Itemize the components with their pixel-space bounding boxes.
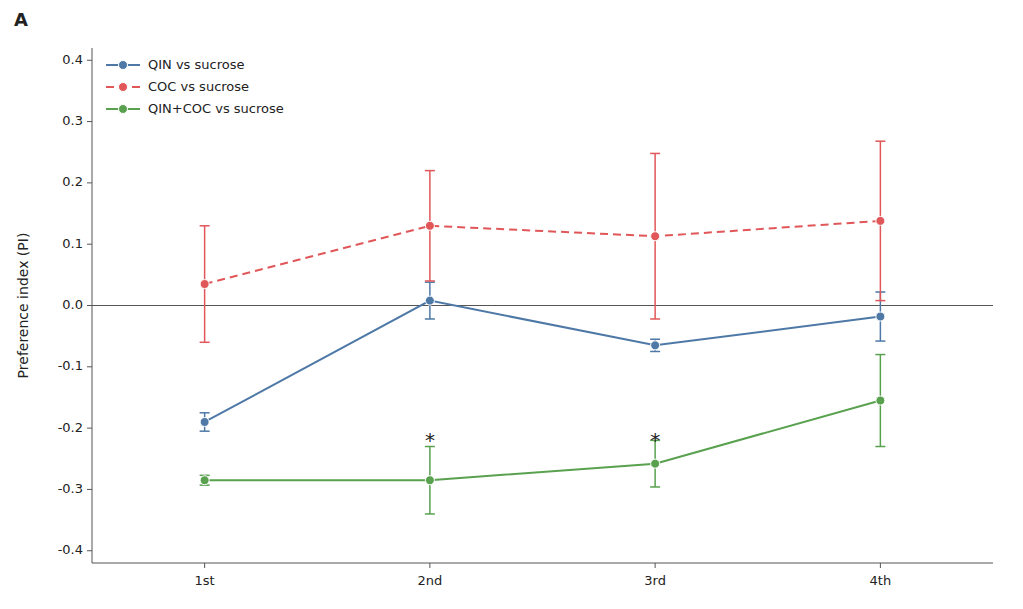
- error-bar-cap: [425, 170, 435, 172]
- legend-marker: [119, 105, 128, 114]
- x-tick: [204, 563, 205, 568]
- legend-label: QIN+COC vs sucrose: [148, 101, 284, 116]
- legend-marker: [119, 83, 128, 92]
- legend: QIN vs sucrose COC vs sucrose QIN+COC vs s…: [106, 57, 284, 116]
- y-tick: [87, 550, 92, 551]
- x-tick-label: 4th: [870, 573, 892, 588]
- point: [876, 216, 885, 225]
- legend-label: QIN vs sucrose: [148, 57, 244, 72]
- error-bar: [200, 413, 210, 431]
- error-bar: [650, 153, 660, 319]
- error-bar-cap: [425, 281, 435, 283]
- error-bar: [875, 141, 885, 300]
- point: [651, 341, 660, 350]
- point: [200, 280, 209, 289]
- y-tick-label: 0.1: [62, 236, 83, 251]
- error-bar-cap: [200, 225, 210, 227]
- x-tick-label: 1st: [195, 573, 215, 588]
- error-bar-cap: [650, 486, 660, 488]
- point: [876, 396, 885, 405]
- y-tick-label: 0.3: [62, 113, 83, 128]
- y-tick: [87, 182, 92, 183]
- x-tick: [655, 563, 656, 568]
- point: [651, 232, 660, 241]
- y-tick-label: 0.0: [62, 297, 83, 312]
- chart: A Preference index (PI) -0.4 -0.3 -0.2 -0.1 0.…: [0, 0, 1023, 609]
- axes: -0.4 -0.3 -0.2 -0.1 0.0 0.1 0.2 0.3 0.4 1st 2nd 3rd…: [58, 48, 993, 588]
- error-bar: [425, 282, 435, 319]
- error-bar: [200, 226, 210, 342]
- point: [876, 312, 885, 321]
- annotation: *: [650, 428, 660, 452]
- y-tick-label: -0.4: [58, 542, 83, 557]
- series: [200, 141, 886, 342]
- error-bar-cap: [875, 446, 885, 448]
- point: [651, 459, 660, 468]
- error-bar: [875, 355, 885, 447]
- point: [425, 476, 434, 485]
- error-bar-cap: [650, 318, 660, 320]
- error-bar: [650, 339, 660, 351]
- error-bar-cap: [650, 351, 660, 353]
- x-axis-line: [92, 563, 993, 564]
- error-bar-cap: [200, 342, 210, 344]
- y-tick-label: 0.4: [62, 52, 83, 67]
- zero-line: [92, 305, 993, 306]
- y-tick: [87, 366, 92, 367]
- y-tick-label: 0.2: [62, 174, 83, 189]
- y-axis-label: Preference index (PI): [15, 233, 31, 379]
- y-axis-line: [92, 48, 93, 563]
- error-bar-cap: [425, 513, 435, 515]
- y-tick-label: -0.2: [58, 420, 83, 435]
- legend-marker: [119, 61, 128, 70]
- y-tick: [87, 305, 92, 306]
- error-bar-cap: [875, 140, 885, 142]
- annotation: *: [425, 428, 435, 452]
- error-bar-cap: [200, 412, 210, 414]
- title: A: [14, 9, 28, 30]
- error-bar: [425, 447, 435, 514]
- error-bar-cap: [650, 338, 660, 340]
- x-tick: [880, 563, 881, 568]
- error-bar-cap: [875, 300, 885, 302]
- series-line: [205, 221, 881, 284]
- error-bar-cap: [875, 340, 885, 342]
- y-tick-label: -0.3: [58, 481, 83, 496]
- error-bar: [200, 475, 210, 485]
- y-tick: [87, 121, 92, 122]
- error-bar-cap: [200, 430, 210, 432]
- error-bar: [425, 171, 435, 281]
- y-tick: [87, 244, 92, 245]
- y-tick: [87, 60, 92, 61]
- error-bar-cap: [425, 318, 435, 320]
- point: [425, 221, 434, 230]
- series-line: [205, 401, 881, 481]
- plot-area: [200, 141, 886, 514]
- series: [200, 355, 886, 514]
- x-tick-label: 3rd: [644, 573, 666, 588]
- y-tick: [87, 489, 92, 490]
- error-bar-cap: [650, 153, 660, 155]
- point: [200, 417, 209, 426]
- error-bar-cap: [875, 354, 885, 356]
- y-tick: [87, 428, 92, 429]
- series: [200, 282, 886, 431]
- y-tick-label: -0.1: [58, 358, 83, 373]
- point: [425, 296, 434, 305]
- x-tick: [429, 563, 430, 568]
- series-line: [205, 301, 881, 422]
- legend-label: COC vs sucrose: [148, 79, 249, 94]
- x-tick-label: 2nd: [417, 573, 442, 588]
- error-bar-cap: [425, 280, 435, 282]
- point: [200, 476, 209, 485]
